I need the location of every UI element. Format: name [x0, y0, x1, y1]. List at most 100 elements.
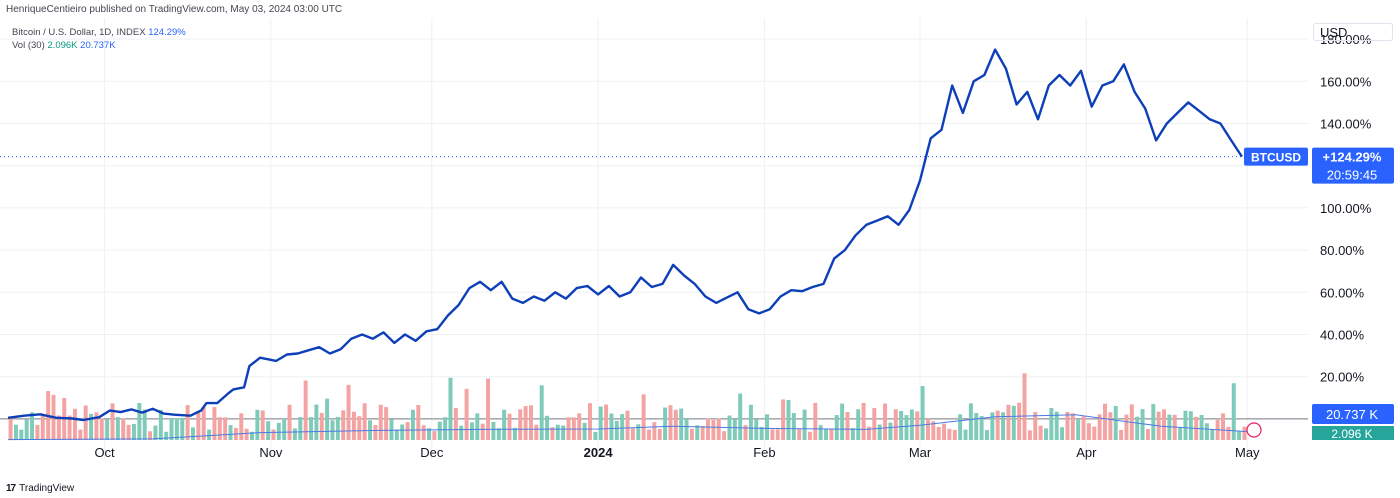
volume-bar: [770, 429, 775, 440]
volume-bar: [1178, 427, 1183, 440]
volume-ma-tag-text: 20.737 K: [1326, 407, 1378, 422]
price-tag-value: +124.29%: [1323, 150, 1382, 165]
volume-bar: [818, 425, 823, 440]
volume-bar: [786, 399, 791, 440]
volume-bar: [362, 403, 367, 440]
symbol-legend-row[interactable]: Bitcoin / U.S. Dollar, 1D, INDEX 124.29%: [12, 26, 186, 39]
volume-bar: [1081, 416, 1086, 440]
x-tick-label: Mar: [909, 445, 932, 460]
volume-bar: [582, 422, 587, 440]
volume-bar: [1049, 407, 1054, 440]
volume-bar: [829, 429, 834, 440]
volume-bar: [550, 427, 555, 440]
volume-bar: [405, 422, 410, 440]
volume-bar: [121, 418, 126, 440]
volume-bar: [330, 420, 335, 440]
volume-bar: [314, 404, 319, 440]
volume-bar: [410, 409, 415, 440]
volume-bar: [142, 409, 147, 440]
y-tick-label: 40.00%: [1320, 328, 1365, 343]
volume-bar: [652, 422, 657, 440]
volume-bar: [115, 417, 120, 440]
volume-bar: [207, 429, 212, 440]
volume-bar: [212, 407, 217, 440]
volume-bar: [791, 412, 796, 440]
footer-logo[interactable]: 17 TradingView: [6, 483, 74, 494]
volume-bar: [604, 404, 609, 440]
volume-bar: [502, 409, 507, 440]
volume-bar: [40, 415, 45, 440]
volume-bar: [1199, 415, 1204, 440]
volume-bar: [400, 424, 405, 440]
volume-legend-row[interactable]: Vol (30) 2.096K 20.737K: [12, 39, 186, 52]
volume-bar: [968, 403, 973, 440]
volume-bar: [636, 424, 641, 440]
volume-bar: [813, 402, 818, 440]
volume-bar: [72, 408, 77, 440]
volume-bar: [223, 417, 228, 440]
y-tick-label: 20.00%: [1320, 370, 1365, 385]
volume-bar: [807, 431, 812, 440]
volume-bar: [480, 423, 485, 440]
volume-bar: [164, 431, 169, 440]
x-axis: Oct Nov Dec 2024 Feb Mar Apr May: [94, 445, 1260, 460]
volume-bar: [958, 414, 963, 440]
volume-bar: [893, 409, 898, 440]
volume-bar: [303, 380, 308, 440]
volume-ma-line: [7, 414, 1248, 441]
volume-bar: [1006, 404, 1011, 440]
volume-bar: [759, 426, 764, 440]
volume-bar: [781, 399, 786, 440]
chart-grid: [0, 18, 1308, 460]
volume-bar: [1221, 413, 1226, 440]
volume-bar: [464, 388, 469, 440]
volume-bar: [1054, 411, 1059, 440]
volume-bar: [711, 420, 716, 440]
x-tick-label: Nov: [259, 445, 283, 460]
symbol-tag-bg: [1244, 147, 1308, 166]
volume-bar: [1044, 428, 1048, 440]
volume-bar: [319, 412, 324, 440]
volume-bar: [1103, 403, 1107, 440]
volume-bar: [1119, 429, 1124, 440]
volume-bar: [1097, 414, 1102, 440]
volume-bar: [523, 406, 528, 440]
volume-bar: [1140, 409, 1145, 440]
volume-bar: [883, 403, 888, 440]
currency-selector[interactable]: USD: [1313, 23, 1393, 41]
y-tick-label: 60.00%: [1320, 285, 1365, 300]
x-tick-label: Dec: [420, 445, 444, 460]
volume-bar: [706, 418, 710, 440]
volume-bars: [8, 373, 1247, 440]
volume-bar: [668, 405, 673, 440]
volume-bar: [217, 417, 222, 440]
volume-bar: [443, 417, 448, 440]
volume-bar: [1183, 410, 1188, 440]
volume-bar: [158, 409, 163, 440]
volume-bar: [716, 418, 721, 440]
volume-bar: [357, 416, 362, 440]
volume-bar: [620, 414, 625, 440]
volume-bar: [19, 429, 24, 440]
price-tag-bg: [1312, 147, 1394, 184]
volume-bar: [952, 429, 957, 440]
alert-icon: [1246, 422, 1262, 438]
x-tick-label: Oct: [94, 445, 115, 460]
price-tags: BTCUSD +124.29% 20:59:45 20.737 K 2.096 K: [1244, 147, 1394, 441]
volume-bar: [309, 417, 313, 440]
volume-bar: [378, 404, 383, 440]
volume-bar: [35, 424, 40, 440]
logo-text: TradingView: [19, 483, 75, 494]
volume-bar: [1092, 426, 1097, 440]
volume-bar: [1188, 411, 1193, 440]
volume-bar: [373, 425, 378, 440]
volume-bar: [802, 409, 807, 440]
volume-bar: [1151, 404, 1156, 440]
x-tick-label: May: [1235, 445, 1260, 460]
volume-bar: [1210, 429, 1215, 440]
volume-bar: [561, 425, 566, 440]
volume-bar: [486, 378, 491, 440]
volume-bar: [641, 394, 646, 440]
volume-bar: [700, 425, 705, 440]
